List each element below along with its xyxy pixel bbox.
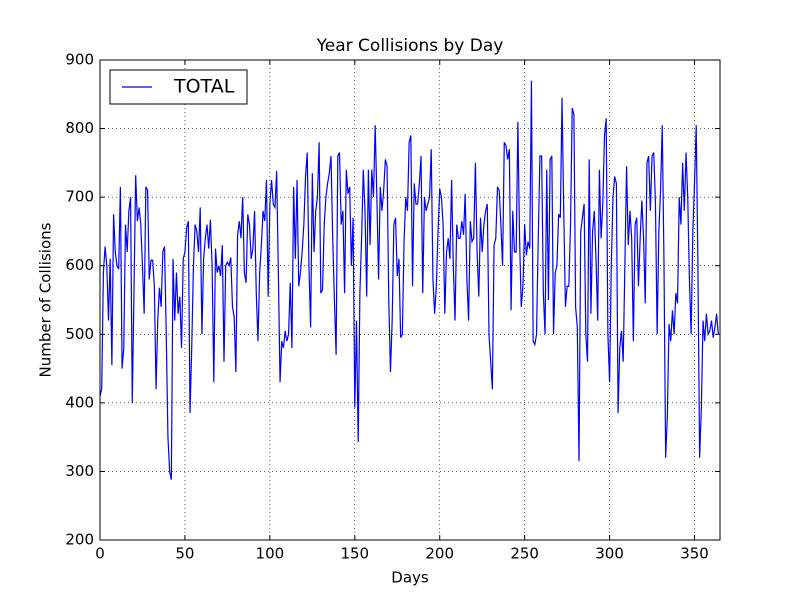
x-tick-label: 0 <box>95 545 105 563</box>
y-tick-label: 200 <box>65 531 94 549</box>
y-axis-label: Number of Collisions <box>37 222 55 377</box>
x-tick-label: 50 <box>175 545 194 563</box>
x-tick-label: 150 <box>340 545 369 563</box>
x-tick-label: 200 <box>425 545 454 563</box>
chart-title: Year Collisions by Day <box>316 36 504 56</box>
y-tick-label: 700 <box>65 188 94 206</box>
x-tick-label: 100 <box>256 545 285 563</box>
legend-label: TOTAL <box>173 76 235 98</box>
data-line <box>99 80 719 480</box>
plot-frame <box>99 59 721 541</box>
y-tick-label: 400 <box>65 393 94 411</box>
x-axis-label: Days <box>391 569 429 587</box>
y-tick-label: 900 <box>65 51 94 69</box>
x-tick-label: 250 <box>510 545 539 563</box>
x-tick-label: 300 <box>595 545 624 563</box>
y-tick-label: 500 <box>65 325 94 343</box>
y-tick-label: 300 <box>65 462 94 480</box>
y-tick-label: 800 <box>65 119 94 137</box>
x-tick-label: 350 <box>680 545 709 563</box>
y-tick-label: 600 <box>65 256 94 274</box>
